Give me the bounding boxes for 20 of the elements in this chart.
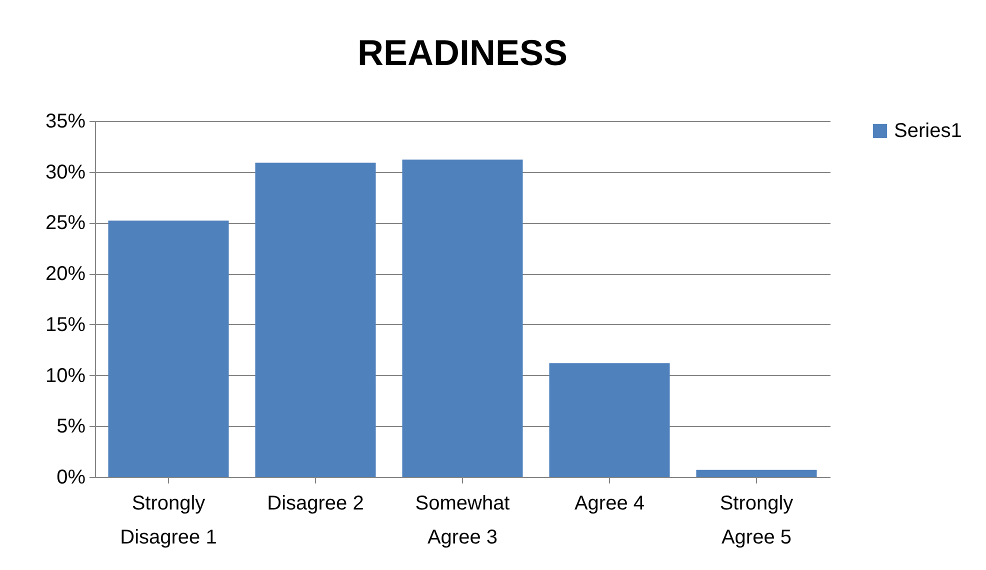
bar	[108, 220, 229, 477]
y-tick-label: 20%	[45, 263, 86, 286]
x-tick-label: Agree 4	[574, 492, 645, 514]
bar	[402, 160, 523, 477]
y-tick-label: 25%	[45, 212, 86, 234]
y-tick-label: 30%	[45, 161, 86, 184]
y-tick-label: 35%	[45, 110, 86, 132]
x-tick-label: Disagree 2	[267, 492, 364, 514]
y-tick-label: 15%	[45, 314, 86, 336]
x-tick-label: Strongly Agree 5	[720, 492, 794, 548]
bar	[696, 470, 817, 477]
x-tick-label: Somewhat Agree 3	[415, 492, 510, 548]
chart-title: READINESS	[357, 32, 568, 73]
x-tick-label: Strongly Disagree 1	[120, 492, 217, 548]
bar	[255, 162, 376, 477]
y-tick-label: 5%	[56, 416, 86, 438]
y-tick-label: 10%	[45, 364, 86, 387]
legend-label: Series1	[894, 120, 962, 142]
bar	[549, 363, 670, 477]
y-tick-label: 0%	[56, 466, 86, 488]
